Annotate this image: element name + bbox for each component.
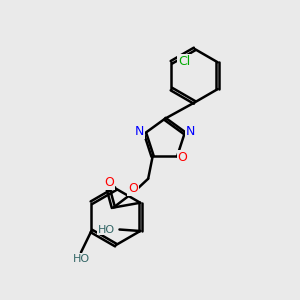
Text: HO: HO: [72, 254, 89, 264]
Text: N: N: [134, 125, 144, 138]
Text: O: O: [104, 176, 114, 189]
Text: HO: HO: [98, 224, 115, 235]
Text: O: O: [178, 152, 188, 164]
Text: Cl: Cl: [178, 55, 190, 68]
Text: N: N: [186, 125, 195, 138]
Text: O: O: [128, 182, 138, 195]
